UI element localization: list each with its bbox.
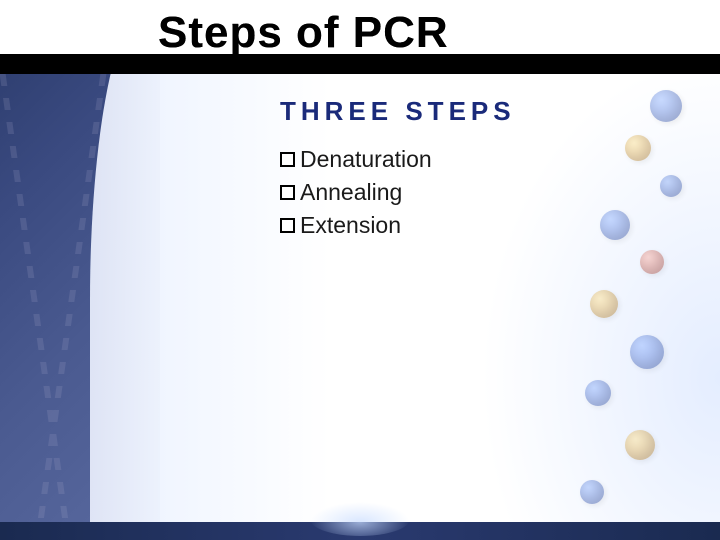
dna-sphere xyxy=(625,135,651,161)
dna-sphere xyxy=(590,290,618,318)
square-bullet-icon xyxy=(280,218,295,233)
dna-sphere xyxy=(625,430,655,460)
list-item-label: Extension xyxy=(300,210,401,241)
dna-sphere xyxy=(650,90,682,122)
slide-subtitle: THREE STEPS xyxy=(280,96,516,127)
dna-spheres-right-decoration xyxy=(530,80,710,540)
list-item: Denaturation xyxy=(280,144,432,175)
dna-sphere xyxy=(640,250,664,274)
dna-sphere xyxy=(585,380,611,406)
list-item: Annealing xyxy=(280,177,432,208)
footer-highlight xyxy=(310,502,410,536)
dna-sphere xyxy=(600,210,630,240)
dna-sphere xyxy=(580,480,604,504)
square-bullet-icon xyxy=(280,152,295,167)
left-light-fade xyxy=(90,0,330,540)
steps-list: Denaturation Annealing Extension xyxy=(280,144,432,243)
list-item-label: Denaturation xyxy=(300,144,432,175)
list-item-label: Annealing xyxy=(300,177,402,208)
dna-sphere xyxy=(630,335,664,369)
square-bullet-icon xyxy=(280,185,295,200)
dna-sphere xyxy=(660,175,682,197)
list-item: Extension xyxy=(280,210,432,241)
slide-title: Steps of PCR xyxy=(158,8,449,58)
